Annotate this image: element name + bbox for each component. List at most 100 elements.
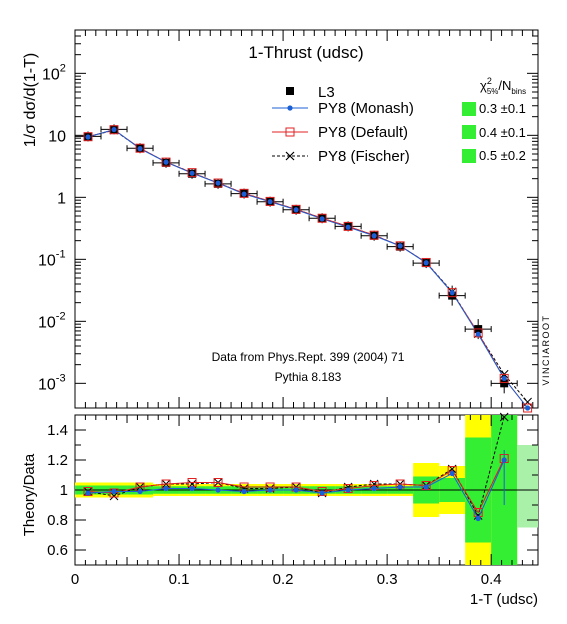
default-point — [213, 178, 223, 188]
default-point — [421, 257, 431, 267]
ratio-fischer-point — [499, 412, 509, 422]
ratio-monash-point — [397, 484, 403, 490]
main-panel-frame — [74, 29, 539, 409]
monash-point — [241, 191, 247, 197]
ratio-x-tick-label: 0 — [71, 571, 79, 588]
monash-point — [319, 216, 325, 222]
monash-point — [423, 260, 429, 266]
ratio-y-tick-label: 1.4 — [47, 422, 68, 439]
monash-point — [111, 126, 117, 133]
main-y-tick-label: 102 — [42, 62, 66, 83]
ratio-monash-point — [319, 490, 325, 496]
monash-point — [345, 224, 351, 230]
ratio-ylabel: Theory/Data — [21, 453, 38, 536]
ratio-y-tick-label: 0.6 — [47, 542, 68, 559]
ratio-monash-point — [241, 488, 247, 495]
generator-annotation: Pythia 8.183 — [275, 370, 342, 384]
ratio-monash-point — [189, 485, 195, 492]
default-point — [265, 196, 275, 206]
main-ylabel: 1/σ dσ/d(1-T) — [22, 53, 39, 147]
fischer-point — [523, 397, 532, 407]
monash-point — [137, 146, 143, 152]
ratio-axis-ticks: 0 0.1 0.2 0.3 0.4 0.6 0.8 1 1.2 1.4 — [47, 414, 538, 588]
ratio-monash-point — [345, 487, 351, 493]
main-y-tick-label: 10-2 — [38, 310, 66, 331]
chi2-value-fischer: 0.5 ±0.2 — [479, 148, 526, 163]
default-point — [135, 143, 145, 153]
monash-point — [475, 331, 481, 337]
main-y-tick-label: 1 — [57, 190, 66, 207]
main-series-layer — [74, 124, 533, 413]
default-point — [83, 132, 93, 142]
chi2-swatch-default — [462, 125, 476, 139]
l3-point — [500, 379, 509, 388]
main-axis-ticks: 10-3 10-2 10-1 1 10 102 — [38, 29, 538, 408]
monash-point — [371, 233, 377, 239]
ratio-default-point — [213, 478, 223, 487]
ratio-x-tick-label: 0.2 — [273, 571, 294, 588]
ratio-monash-point — [475, 515, 481, 522]
main-y-tick-label: 10 — [48, 128, 66, 145]
default-point — [523, 403, 533, 413]
monash-point — [267, 199, 273, 205]
legend-label-monash: PY8 (Monash) — [318, 100, 414, 117]
chi2-value-default: 0.4 ±0.1 — [479, 125, 526, 140]
default-point — [239, 188, 249, 198]
ratio-x-tick-label: 0.3 — [377, 571, 398, 588]
main-y-tick-label: 10-3 — [38, 372, 66, 393]
chi2-swatch-fischer — [462, 149, 476, 163]
default-point — [317, 213, 327, 223]
ratio-monash-point — [293, 487, 299, 493]
default-point — [395, 241, 405, 251]
default-point — [447, 288, 457, 298]
ratio-y-tick-label: 1 — [60, 482, 68, 499]
default-point — [343, 221, 353, 231]
chi2-value-monash: 0.3 ±0.1 — [479, 101, 526, 116]
ratio-line-py8-default- — [87, 458, 505, 514]
l3-point — [448, 291, 457, 300]
monash-point — [189, 170, 195, 176]
main-line-py8-monash- — [87, 128, 528, 409]
default-point — [109, 125, 119, 135]
default-point — [187, 168, 197, 178]
legend-label-l3: L3 — [318, 84, 335, 101]
ratio-monash-point — [215, 487, 221, 493]
default-point — [291, 204, 301, 214]
ratio-monash-point — [449, 470, 455, 477]
watermark: VINCIAROOT — [541, 314, 551, 385]
legend: L3 PY8 (Monash) PY8 (Default) PY8 (Fisch… — [272, 76, 526, 165]
ratio-series-layer — [83, 412, 509, 522]
monash-point — [524, 405, 531, 411]
default-point — [499, 373, 509, 383]
monash-point — [501, 375, 507, 382]
main-line-py8-default- — [87, 129, 528, 409]
legend-label-fischer: PY8 (Fischer) — [318, 148, 410, 165]
ratio-monash-point — [85, 490, 91, 496]
ratio-x-tick-label: 0.4 — [481, 571, 502, 588]
chart-title: 1-Thrust (udsc) — [248, 43, 363, 62]
ratio-monash-point — [137, 488, 143, 495]
ratio-monash-point — [371, 485, 377, 492]
monash-point — [397, 243, 403, 249]
chi2-swatch-monash — [462, 102, 476, 116]
ratio-overflow-band — [517, 445, 538, 528]
ratio-y-tick-label: 0.8 — [47, 512, 68, 529]
ratio-monash-point — [267, 487, 273, 493]
default-point — [161, 157, 171, 167]
legend-marker-monash — [287, 105, 293, 111]
chi2-header: χ2 5%/Nbins — [480, 76, 526, 96]
legend-label-default: PY8 (Default) — [318, 124, 408, 141]
monash-point — [449, 290, 455, 296]
legend-marker-fischer — [285, 151, 295, 161]
monash-point — [215, 180, 221, 186]
ratio-monash-point — [423, 484, 429, 490]
ratio-monash-point — [111, 488, 117, 495]
legend-marker-l3 — [286, 87, 294, 95]
monash-point — [293, 207, 299, 213]
monash-point — [163, 159, 169, 165]
ratio-y-tick-label: 1.2 — [47, 452, 68, 469]
monash-point — [85, 134, 91, 140]
ratio-x-tick-label: 0.1 — [169, 571, 190, 588]
ratio-monash-point — [163, 485, 169, 492]
